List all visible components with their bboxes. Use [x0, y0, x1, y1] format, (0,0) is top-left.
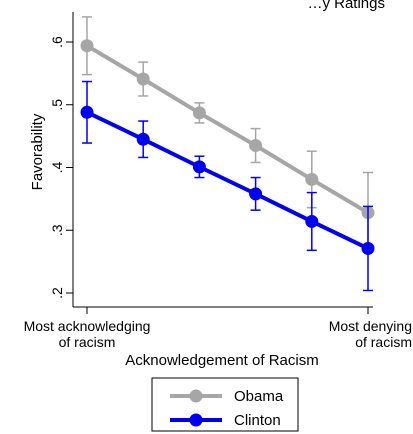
- y-tick-label: .4: [49, 161, 65, 173]
- data-point-clinton: [361, 241, 375, 255]
- y-tick-label: .2: [49, 287, 65, 299]
- series-line-clinton: [86, 110, 369, 251]
- chart-title: …y Ratings: [307, 0, 385, 12]
- data-point-clinton: [136, 132, 150, 146]
- x-ticks: Most acknowledging of racism Most denying o…: [24, 307, 412, 350]
- y-axis-title: Favorability: [29, 113, 46, 190]
- legend: Obama Clinton: [151, 377, 299, 432]
- data-point-clinton: [249, 187, 263, 201]
- x-tick-label: Most acknowledging of racism: [24, 318, 151, 350]
- legend-label-clinton: Clinton: [234, 412, 281, 429]
- y-ticks: .2 .3 .4 .5 .6: [49, 36, 73, 299]
- legend-box: [151, 377, 299, 432]
- legend-label-obama: Obama: [234, 388, 284, 405]
- data-point-obama: [192, 106, 206, 120]
- data-point-clinton: [192, 160, 206, 174]
- data-point-clinton: [305, 214, 319, 228]
- y-tick-label: .3: [49, 224, 65, 236]
- y-tick-label: .5: [49, 99, 65, 111]
- x-axis-title: Acknowledgement of Racism: [125, 352, 318, 369]
- legend-marker-clinton: [189, 413, 203, 427]
- data-point-obama: [305, 172, 319, 186]
- series-clinton: [80, 80, 375, 292]
- y-tick-label: .6: [49, 36, 65, 48]
- series-line-obama: [85, 44, 370, 215]
- legend-marker-obama: [189, 389, 203, 403]
- data-point-obama: [136, 72, 150, 86]
- data-point-obama: [80, 39, 94, 53]
- series-layer: [80, 16, 375, 292]
- series-obama: [80, 16, 375, 253]
- data-point-obama: [249, 139, 263, 153]
- x-tick-label: Most denying of racism: [329, 318, 412, 350]
- data-point-clinton: [80, 105, 94, 119]
